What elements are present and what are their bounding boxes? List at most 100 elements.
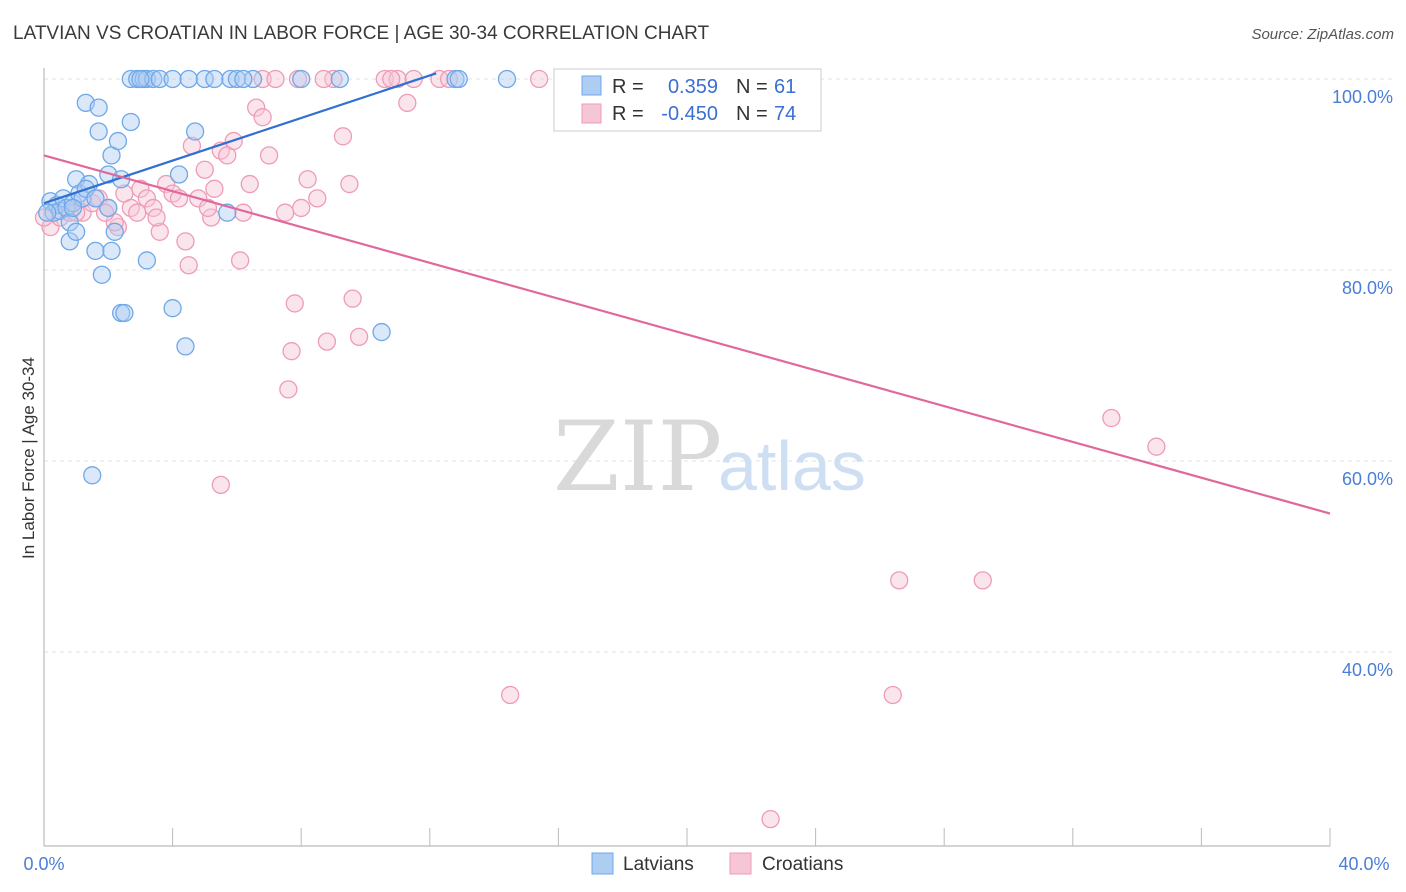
series-legend-label-croatians: Croatians [762, 854, 843, 875]
series-legend: Latvians Croatians [591, 852, 843, 875]
croatian-point [205, 179, 224, 198]
series-legend-swatch-latvians [591, 852, 614, 875]
croatian-point [375, 69, 394, 89]
croatian-point [398, 93, 417, 113]
croatian-point [529, 69, 549, 89]
croatian-point [41, 217, 60, 237]
latvian-point [86, 241, 105, 261]
croatian-point [298, 170, 317, 189]
latvian-point [227, 69, 247, 89]
latvian-point [102, 241, 121, 261]
series-legend-label-latvians: Latvians [623, 854, 694, 875]
croatian-point [285, 294, 304, 313]
legend-r-value-1: 0.359 [668, 76, 718, 98]
croatian-point [340, 174, 359, 194]
latvian-point [60, 213, 79, 232]
croatian-point [128, 203, 147, 222]
latvian-point [163, 69, 182, 89]
latvian-point [67, 222, 86, 241]
latvian-point [330, 69, 349, 89]
correlation-legend: R = 0.359 N = 61 R = -0.450 N = 74 [553, 68, 822, 132]
croatian-point [176, 232, 195, 251]
croatian-point [150, 222, 169, 241]
y-tick-labels: 100.0% 80.0% 60.0% 40.0% [1332, 87, 1393, 680]
croatian-point [501, 685, 520, 705]
legend-r-label-1: R = [612, 76, 644, 98]
latvian-point [89, 98, 108, 117]
croatian-point [282, 342, 301, 361]
y-tick-label: 80.0% [1342, 278, 1393, 298]
croatian-point [253, 69, 272, 89]
croatian-point [324, 69, 343, 89]
croatian-point [1102, 408, 1121, 428]
croatian-point [349, 327, 369, 347]
croatian-point [179, 256, 198, 275]
latvian-point [163, 299, 182, 318]
latvian-point [92, 265, 112, 284]
latvian-point [221, 69, 240, 89]
latvian-point [372, 322, 391, 342]
croatian-point [211, 475, 230, 495]
croatian-point [883, 685, 902, 705]
croatian-point [247, 98, 266, 117]
watermark: ZIP atlas [553, 401, 866, 513]
trendline-latvians [43, 72, 437, 205]
croatian-point [1147, 437, 1166, 456]
croatian-point [382, 69, 401, 89]
croatian-point [253, 108, 272, 127]
legend-n-label-2: N = [736, 103, 768, 125]
latvian-point [243, 69, 263, 89]
latvian-point [292, 69, 311, 89]
croatian-point [230, 251, 250, 270]
watermark-zip: ZIP [553, 401, 722, 513]
latvian-point [144, 69, 163, 89]
croatian-point [195, 160, 214, 179]
latvian-point [108, 131, 128, 151]
x-ticks [172, 828, 1331, 846]
croatian-point [890, 571, 909, 590]
croatian-point [266, 69, 285, 89]
croatian-point [275, 203, 295, 222]
latvian-point [89, 122, 108, 141]
legend-swatch-latvians [581, 75, 602, 96]
latvian-point [115, 303, 134, 323]
legend-r-value-2: -0.450 [661, 103, 718, 125]
croatian-point [761, 809, 780, 829]
latvian-point [83, 466, 102, 485]
croatian-point [147, 208, 166, 227]
croatian-point [439, 69, 459, 89]
latvian-point [137, 69, 157, 89]
latvian-point [121, 69, 140, 89]
legend-n-label-1: N = [736, 76, 768, 98]
gridlines [44, 78, 1392, 653]
croatian-point [388, 69, 407, 89]
legend-n-value-2: 74 [774, 103, 796, 125]
latvian-point [86, 189, 105, 208]
croatian-point [973, 571, 992, 590]
latvian-point [176, 337, 195, 356]
watermark-atlas: atlas [718, 427, 866, 505]
x-tick-label-min: 0.0% [23, 854, 64, 874]
legend-n-value-1: 61 [774, 76, 796, 98]
latvian-point [497, 69, 517, 89]
latvian-point [60, 232, 79, 251]
latvian-point [169, 165, 189, 184]
latvian-point [234, 69, 253, 89]
croatian-point [198, 198, 218, 218]
latvian-point [131, 69, 150, 89]
series-legend-swatch-croatians [729, 852, 752, 875]
chart-title: LATVIAN VS CROATIAN IN LABOR FORCE | AGE… [13, 23, 710, 44]
latvian-point [99, 198, 118, 218]
legend-r-label-2: R = [612, 103, 644, 125]
x-tick-label-max: 40.0% [1338, 854, 1389, 874]
latvian-point [179, 69, 198, 89]
legend-swatch-croatians [581, 103, 602, 124]
trendline-croatians [43, 154, 1331, 515]
latvian-point [195, 69, 214, 89]
y-tick-label: 60.0% [1342, 469, 1393, 489]
latvian-point [38, 203, 57, 222]
y-tick-label: 40.0% [1342, 660, 1393, 680]
latvian-point [150, 69, 169, 89]
croatian-point [333, 127, 353, 146]
